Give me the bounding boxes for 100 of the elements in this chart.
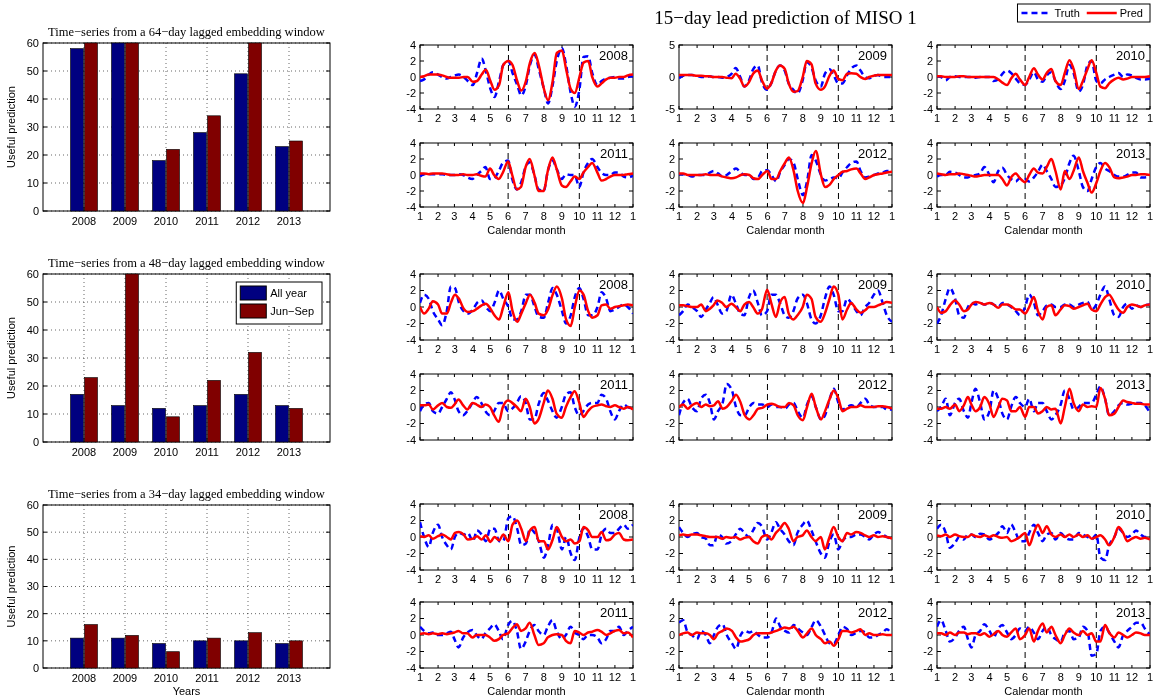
y-tick-label: 4 xyxy=(409,367,416,380)
x-axis-title: Calendar month xyxy=(746,685,825,697)
y-tick-label: 40 xyxy=(26,323,39,336)
y-tick-label: 2 xyxy=(668,612,675,625)
y-tick-label: 10 xyxy=(26,634,39,647)
x-tick-label: 2 xyxy=(694,573,701,585)
y-tick-label: 2 xyxy=(926,384,933,397)
y-tick-label: 4 xyxy=(926,38,933,51)
x-tick-label: 8 xyxy=(540,573,548,585)
x-tick-label: 8 xyxy=(540,112,548,124)
x-tick-label: 8 xyxy=(1057,210,1064,222)
y-tick-label: -5 xyxy=(665,102,675,115)
x-tick-label: 2012 xyxy=(235,446,261,458)
x-tick-label: 1 xyxy=(416,573,424,585)
x-tick-label: 11 xyxy=(1108,112,1121,124)
x-tick-label: 7 xyxy=(522,112,529,124)
y-tick-label: 10 xyxy=(26,407,39,420)
y-tick-label: 0 xyxy=(409,300,416,313)
legend-label: Truth xyxy=(1054,7,1080,19)
x-tick-label: 1 xyxy=(629,343,637,355)
x-tick-label: 10 xyxy=(573,573,586,585)
y-tick-label: 2 xyxy=(409,284,416,297)
y-tick-label: -2 xyxy=(406,317,416,330)
y-tick-label: -4 xyxy=(665,433,675,446)
x-tick-label: 5 xyxy=(746,210,753,222)
y-tick-label: -2 xyxy=(923,645,933,658)
y-tick-label: 2 xyxy=(409,54,416,67)
x-tick-label: 5 xyxy=(486,671,494,683)
x-tick-label: 9 xyxy=(1075,343,1082,355)
x-tick-label: 2011 xyxy=(195,672,219,684)
y-tick-label: 5 xyxy=(668,38,675,51)
x-tick-label: 7 xyxy=(1039,671,1046,683)
x-tick-label: 9 xyxy=(558,210,565,222)
x-tick-label: 8 xyxy=(540,343,548,355)
x-tick-label: 5 xyxy=(745,343,753,355)
annotation: 2010 xyxy=(1116,507,1145,522)
y-tick-label: 4 xyxy=(409,136,416,149)
x-tick-label: 1 xyxy=(888,343,896,355)
x-tick-label: 11 xyxy=(591,343,604,355)
x-tick-label: 2011 xyxy=(195,446,219,458)
x-tick-label: 12 xyxy=(608,573,622,585)
x-tick-label: 10 xyxy=(573,671,586,683)
annotation: 2008 xyxy=(599,48,628,63)
x-axis-title: Calendar month xyxy=(746,224,825,236)
x-tick-label: 2 xyxy=(952,671,959,683)
y-tick-label: -2 xyxy=(406,417,416,430)
x-tick-label: 6 xyxy=(764,343,771,355)
chart-title: Time−series from a 34−day lagged embedding window xyxy=(48,487,325,501)
x-tick-label: 4 xyxy=(986,573,993,585)
x-tick-label: 12 xyxy=(608,343,622,355)
y-tick-label: 0 xyxy=(668,628,675,641)
x-tick-label: 9 xyxy=(1075,573,1082,585)
y-tick-label: 0 xyxy=(409,70,416,83)
x-tick-label: 6 xyxy=(505,671,512,683)
x-tick-label: 5 xyxy=(746,671,753,683)
y-tick-label: 0 xyxy=(32,204,39,217)
x-tick-label: 10 xyxy=(1090,573,1103,585)
x-tick-label: 11 xyxy=(1108,210,1121,222)
y-tick-label: -4 xyxy=(923,200,933,213)
x-tick-label: 5 xyxy=(1003,112,1011,124)
x-tick-label: 10 xyxy=(832,671,845,683)
x-tick-label: 6 xyxy=(764,573,771,585)
y-axis-title: Useful prediction xyxy=(5,317,17,399)
x-tick-label: 4 xyxy=(728,343,735,355)
annotation: 2008 xyxy=(599,507,628,522)
x-tick-label: 1 xyxy=(933,112,941,124)
x-tick-label: 3 xyxy=(710,210,717,222)
x-tick-label: 12 xyxy=(1125,210,1139,222)
x-tick-label: 12 xyxy=(1125,671,1139,683)
x-tick-label: 5 xyxy=(487,112,494,124)
x-tick-label: 5 xyxy=(486,210,494,222)
legend-label: Pred xyxy=(1119,7,1143,19)
y-tick-label: -4 xyxy=(923,563,933,576)
y-tick-label: -4 xyxy=(665,333,675,346)
x-tick-label: 1 xyxy=(888,573,896,585)
y-tick-label: -2 xyxy=(665,547,675,560)
x-tick-label: 12 xyxy=(867,671,881,683)
x-tick-label: 12 xyxy=(1125,112,1139,124)
x-tick-label: 4 xyxy=(986,112,993,124)
y-tick-label: 0 xyxy=(926,628,933,641)
x-tick-label: 5 xyxy=(487,343,494,355)
x-tick-label: 1 xyxy=(675,573,683,585)
y-tick-label: -4 xyxy=(665,563,675,576)
x-tick-label: 6 xyxy=(505,112,512,124)
x-tick-label: 1 xyxy=(675,112,683,124)
y-tick-label: 4 xyxy=(668,267,675,280)
y-tick-label: -2 xyxy=(923,547,933,560)
x-axis-title: Calendar month xyxy=(487,685,566,697)
x-tick-label: 6 xyxy=(1022,343,1029,355)
annotation: 2012 xyxy=(858,377,887,392)
x-tick-label: 1 xyxy=(1146,210,1154,222)
annotation: 2008 xyxy=(599,277,628,292)
x-tick-label: 12 xyxy=(867,573,881,585)
x-tick-label: 7 xyxy=(781,671,788,683)
y-tick-label: 0 xyxy=(668,70,675,83)
x-tick-label: 3 xyxy=(710,112,717,124)
x-tick-label: 4 xyxy=(469,573,477,585)
x-tick-label: 10 xyxy=(573,343,586,355)
x-tick-label: 9 xyxy=(1075,210,1082,222)
annotation: 2013 xyxy=(1116,377,1145,392)
